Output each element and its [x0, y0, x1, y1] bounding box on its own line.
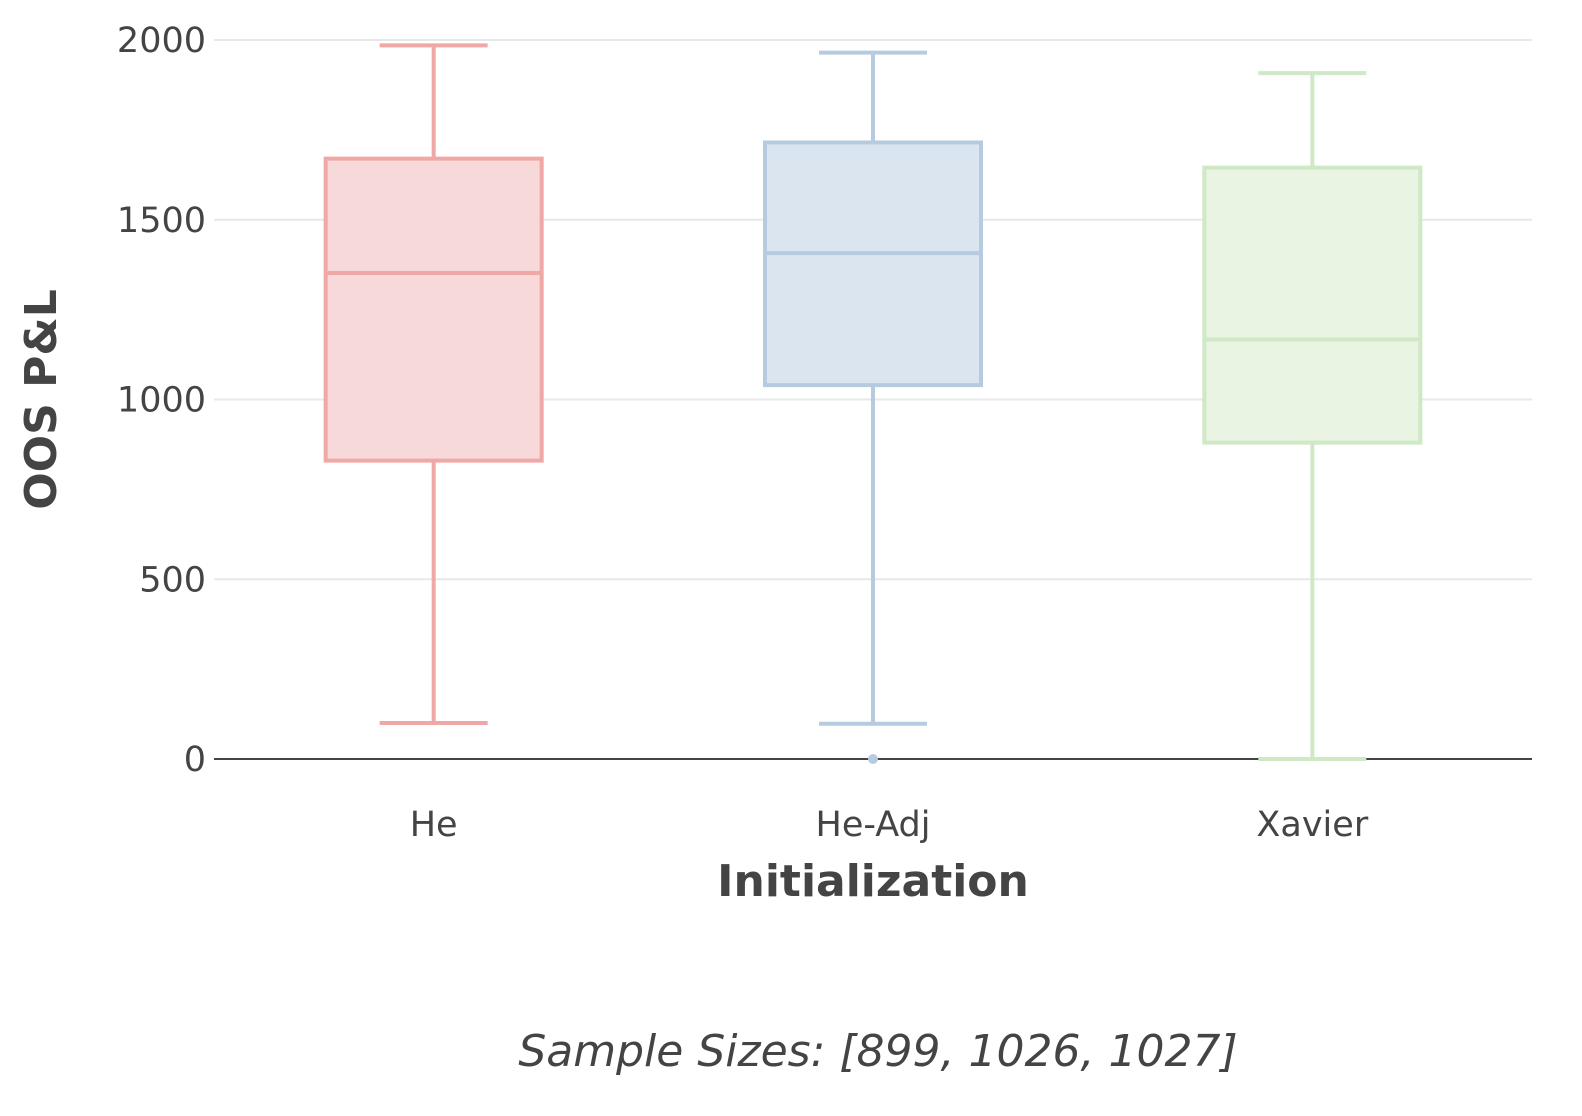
x-axis-tick-labels: He He-Adj Xavier	[410, 805, 1369, 845]
sample-sizes-annotation: Sample Sizes: [899, 1026, 1027]	[518, 1026, 1237, 1077]
x-tick-label: He	[410, 805, 458, 845]
iqr-box	[763, 140, 983, 388]
box-xavier	[1202, 71, 1423, 761]
x-tick-label: He-Adj	[816, 805, 931, 845]
y-tick-label: 2000	[117, 21, 206, 61]
y-tick-label: 1000	[117, 381, 206, 421]
box-series	[323, 43, 1423, 764]
box-he-adj	[763, 50, 983, 764]
y-axis-title: OOS P&L	[16, 289, 67, 509]
y-tick-label: 0	[184, 740, 206, 780]
y-tick-label: 500	[139, 560, 206, 600]
outlier-point	[868, 754, 878, 764]
y-axis-tick-labels: 0 500 1000 1500 2000	[117, 21, 206, 780]
x-axis-title: Initialization	[717, 856, 1029, 907]
iqr-box	[323, 156, 544, 463]
iqr-box	[1202, 165, 1423, 445]
y-tick-label: 1500	[117, 201, 206, 241]
x-tick-label: Xavier	[1256, 805, 1368, 845]
box-he	[323, 43, 544, 726]
